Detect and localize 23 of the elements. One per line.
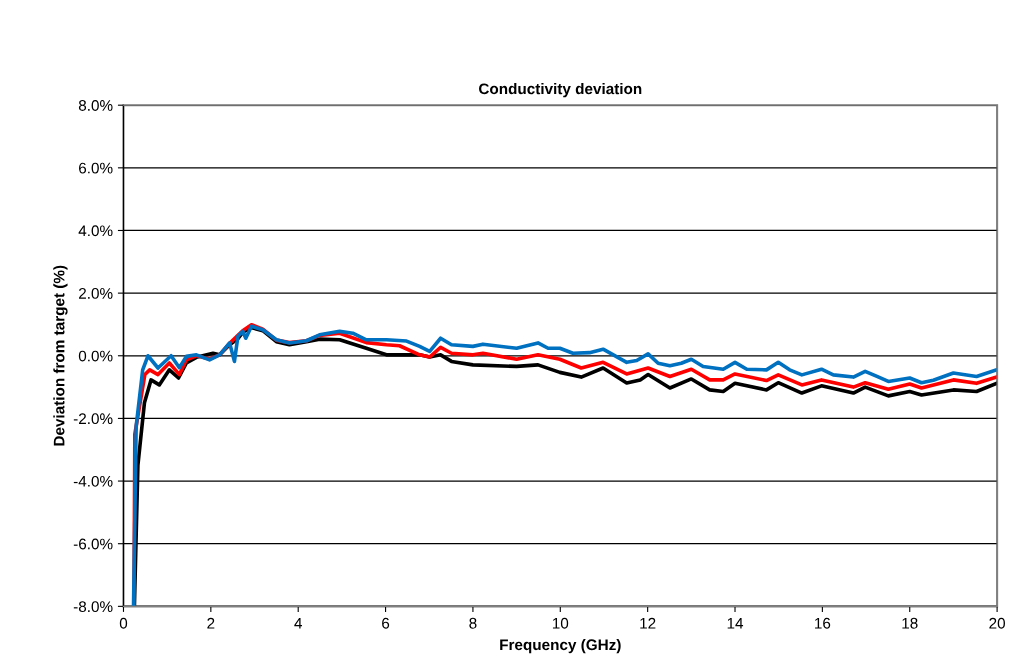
x-tick-label: 18 xyxy=(902,617,918,629)
x-tick-label: 12 xyxy=(640,617,656,629)
x-axis-title: Frequency (GHz) xyxy=(500,638,621,654)
x-tick-label: 0 xyxy=(119,617,128,629)
y-tick-label: 4.0% xyxy=(78,225,113,237)
y-axis-title: Deviation from target (%) xyxy=(53,265,68,446)
chart-title: Conductivity deviation xyxy=(479,83,642,98)
y-tick-label: 8.0% xyxy=(78,100,113,111)
y-tick-label: -8.0% xyxy=(73,601,113,613)
x-tick-label: 4 xyxy=(294,618,303,629)
y-tick-label: 6.0% xyxy=(79,162,113,174)
x-tick-label: 20 xyxy=(989,617,1005,629)
y-tick-label: -4.0% xyxy=(73,475,113,487)
y-tick-label: -6.0% xyxy=(73,538,113,550)
x-tick-label: 2 xyxy=(207,617,215,629)
x-tick-label: 6 xyxy=(382,617,390,629)
y-tick-label: -2.0% xyxy=(73,413,113,425)
x-tick-label: 14 xyxy=(727,618,744,629)
y-tick-label: 0.0% xyxy=(78,350,113,362)
y-tick-label: 2.0% xyxy=(79,287,113,299)
x-tick-label: 8 xyxy=(469,617,477,629)
x-tick-label: 16 xyxy=(815,617,831,629)
x-tick-label: 10 xyxy=(552,617,569,629)
